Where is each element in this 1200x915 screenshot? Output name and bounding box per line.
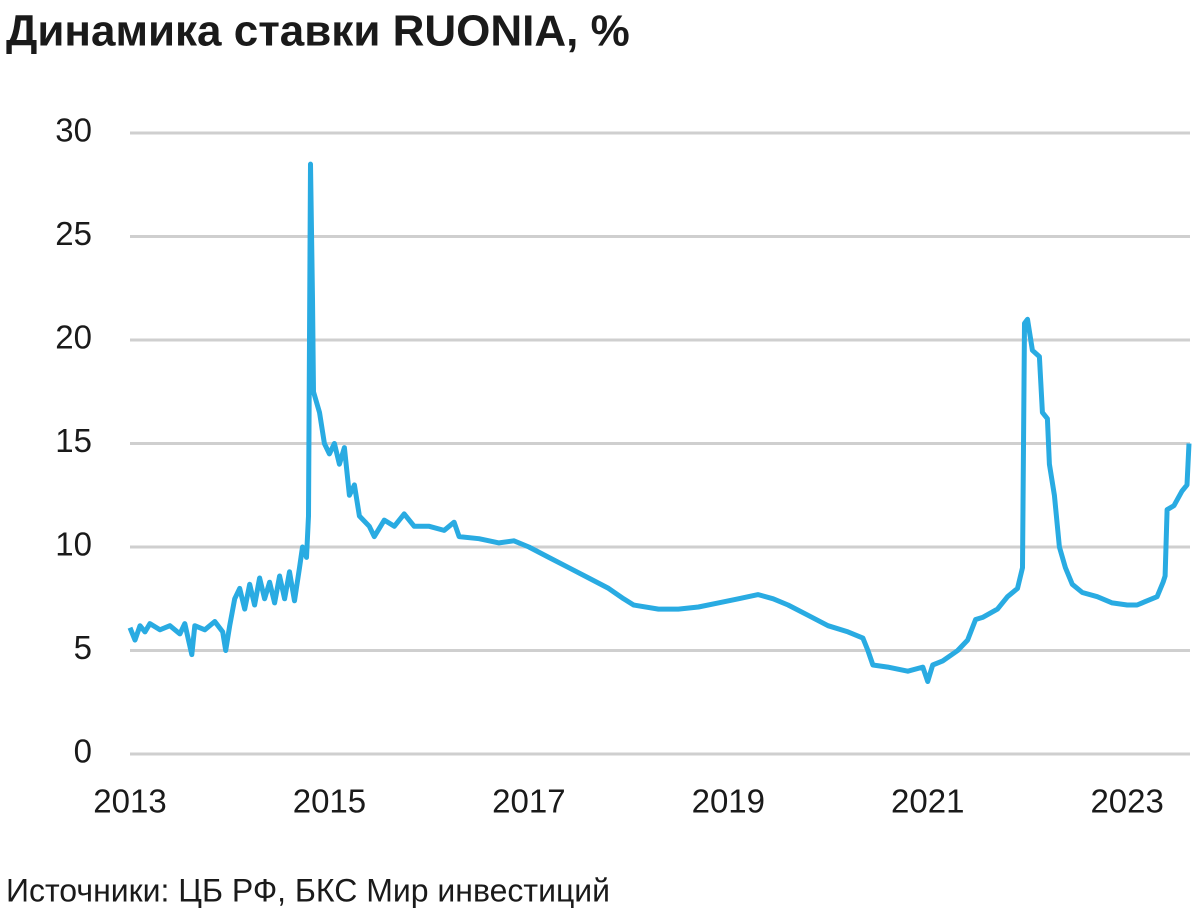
x-tick-label: 2019 — [692, 783, 765, 820]
y-tick-label: 10 — [55, 526, 92, 563]
y-tick-label: 25 — [55, 215, 92, 252]
x-tick-label: 2017 — [492, 783, 565, 820]
source: Источники: ЦБ РФ, БКС Мир инвестиций — [6, 872, 610, 908]
chart-title: Динамика ставки RUONIA, % — [6, 7, 630, 56]
y-tick-label: 30 — [55, 112, 92, 149]
y-tick-label: 20 — [55, 319, 92, 356]
x-tick-label: 2021 — [891, 783, 964, 820]
data-line — [127, 161, 1192, 684]
x-tick-label: 2013 — [93, 783, 166, 820]
x-tick-label: 2023 — [1090, 783, 1163, 820]
y-tick-label: 15 — [55, 422, 92, 459]
y-tick-label: 0 — [74, 733, 92, 770]
y-tick-label: 5 — [74, 629, 92, 666]
x-tick-label: 2015 — [293, 783, 366, 820]
